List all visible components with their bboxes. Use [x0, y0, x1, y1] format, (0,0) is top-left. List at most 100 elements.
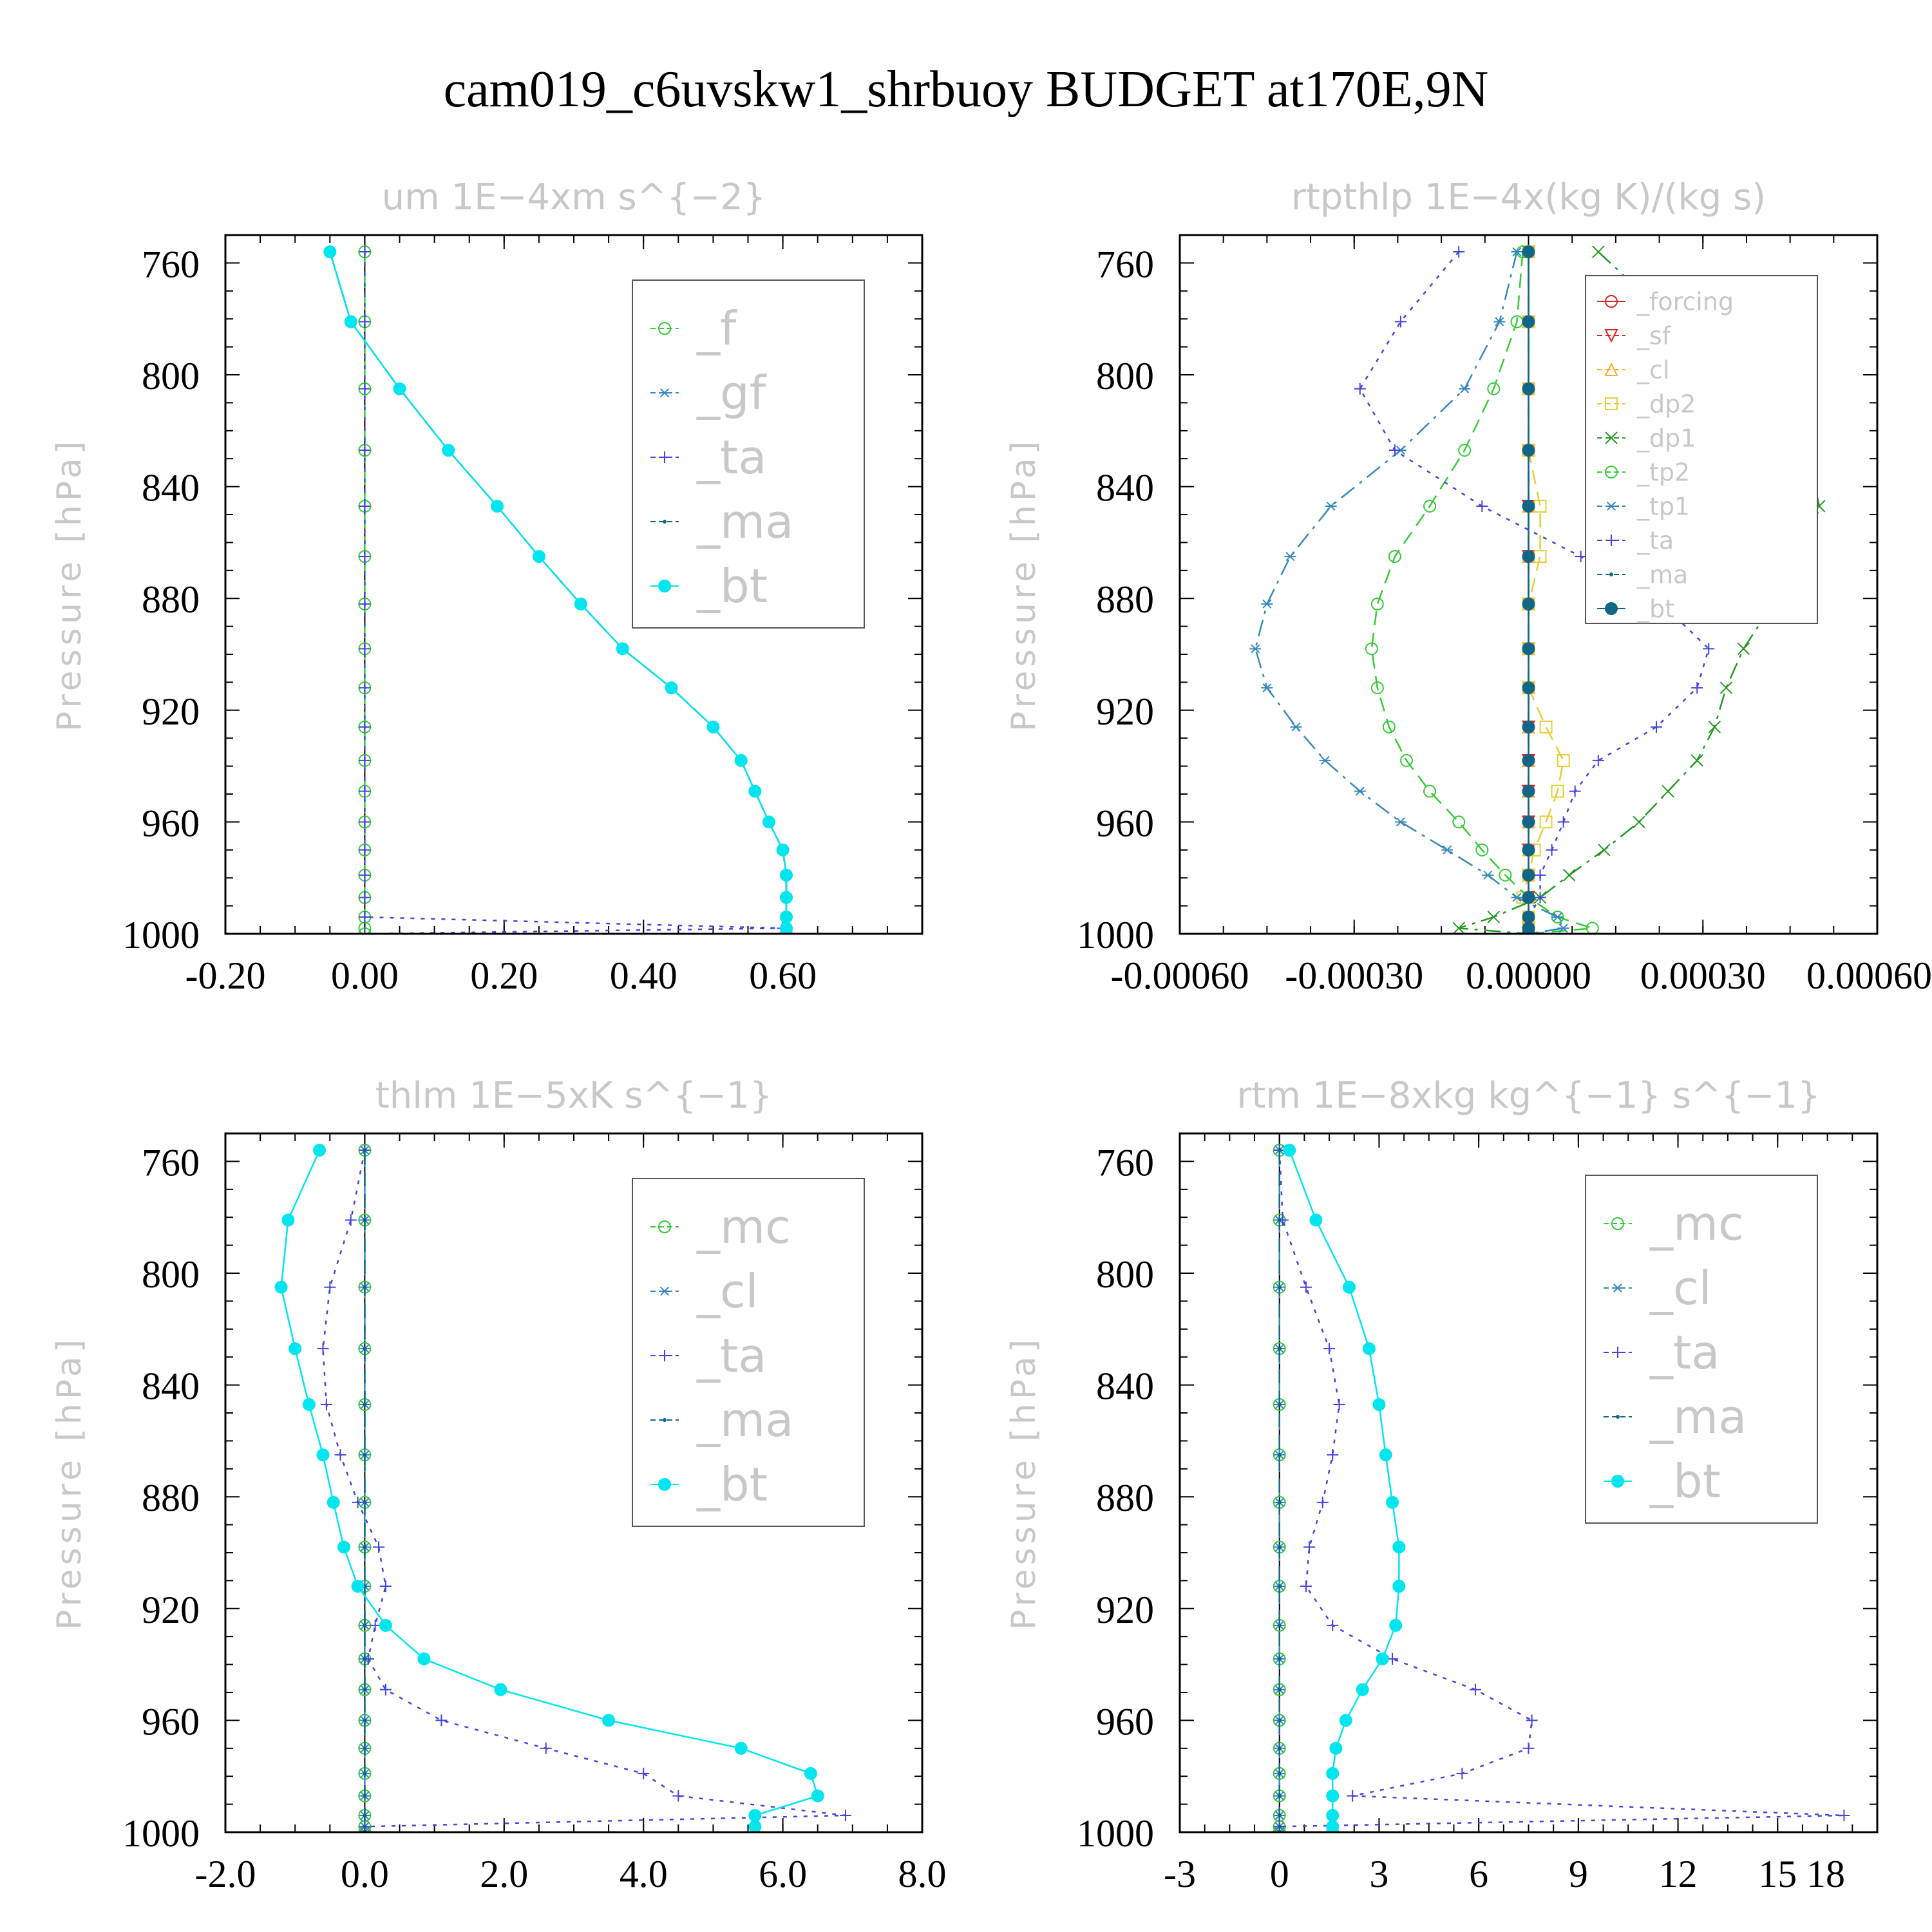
data-point — [1511, 893, 1523, 902]
legend-marker — [1616, 1415, 1620, 1419]
y-tick-label: 800 — [142, 355, 200, 397]
data-point — [1569, 785, 1581, 797]
legend: _mc _cl _ta _ma _bt — [632, 1178, 865, 1527]
data-point — [359, 891, 371, 904]
legend-entry: _mc — [696, 1200, 791, 1254]
data-point — [1356, 1683, 1369, 1696]
data-point — [1441, 845, 1454, 855]
x-tick-label: -0.20 — [185, 954, 266, 997]
legend-entry: _ta — [1636, 526, 1674, 554]
legend: _mc _cl _ta _ma _bt — [1585, 1175, 1818, 1524]
legend-marker — [659, 451, 670, 463]
y-tick-label: 840 — [1096, 467, 1154, 509]
data-point — [1592, 754, 1604, 766]
x-tick-label: 6.0 — [759, 1853, 807, 1895]
data-point — [379, 1683, 392, 1696]
data-point — [616, 642, 629, 656]
data-point — [1290, 722, 1302, 732]
chart-panel-1: um 1E−4xm s^{−2} Pressure [hPa] 760 800 840 8… — [50, 176, 923, 997]
chart-panel-3: thlm 1E−5xK s^{−1} Pressure [hPa] 760 800 84… — [50, 1075, 947, 1895]
y-tick-label: 960 — [1096, 1700, 1154, 1743]
legend-box — [1585, 275, 1818, 624]
y-tick-label: 1000 — [1077, 914, 1154, 956]
y-tick-label: 760 — [1096, 1141, 1154, 1184]
legend-entry: _ta — [696, 1329, 766, 1383]
data-point — [1522, 499, 1535, 513]
data-point — [363, 1500, 367, 1504]
x-tick-label: 2.0 — [480, 1853, 528, 1895]
y-tick-label: 840 — [1096, 1365, 1154, 1408]
data-point — [1370, 597, 1384, 611]
data-point — [1327, 1449, 1339, 1461]
data-point — [1539, 815, 1553, 829]
x-tick-label: 0.40 — [610, 954, 677, 997]
data-point — [359, 1827, 371, 1832]
data-point — [363, 1285, 367, 1289]
data-point — [359, 598, 371, 610]
y-tick-label: 840 — [142, 467, 200, 509]
data-point — [363, 1718, 367, 1723]
data-point — [281, 1213, 295, 1227]
data-point — [417, 1652, 431, 1665]
data-point — [1392, 1540, 1406, 1554]
data-point — [665, 681, 678, 695]
y-tick-label: 920 — [1096, 690, 1154, 733]
data-point — [1534, 869, 1546, 881]
data-point — [1522, 382, 1535, 395]
data-point — [1300, 1580, 1312, 1593]
y-tick-label: 960 — [1096, 802, 1154, 844]
data-point — [811, 1789, 824, 1803]
data-point — [1333, 1398, 1345, 1410]
data-point — [320, 1398, 332, 1410]
legend-marker — [1605, 466, 1618, 478]
data-point — [1522, 843, 1535, 857]
legend-entry: _sf — [1636, 321, 1672, 350]
data-point — [274, 1280, 288, 1294]
data-point — [317, 1343, 329, 1355]
data-point — [352, 1496, 364, 1508]
legend-entry: _tp2 — [1636, 458, 1690, 486]
data-point — [1522, 681, 1535, 695]
data-point — [1598, 844, 1611, 857]
data-point — [359, 928, 371, 934]
legend-entry: _bt — [696, 1457, 768, 1511]
data-point — [359, 869, 371, 881]
series-group — [323, 245, 793, 934]
legend-marker — [1605, 501, 1617, 511]
plot-frame — [224, 234, 923, 935]
legend-marker — [1604, 329, 1618, 343]
data-point — [1277, 1771, 1282, 1776]
data-point — [532, 550, 545, 564]
data-point — [1249, 644, 1262, 654]
data-point — [1469, 1683, 1481, 1696]
y-tick-label: 800 — [1096, 1253, 1154, 1296]
data-point — [1522, 444, 1535, 457]
data-point — [1343, 1280, 1356, 1294]
x-tick-label: 18 — [1806, 1853, 1845, 1895]
data-point — [369, 1619, 381, 1631]
legend: _f _gf _ta _ma _bt — [632, 279, 865, 629]
data-point — [359, 500, 371, 512]
data-point — [1522, 642, 1535, 656]
legend-entry: _forcing — [1636, 287, 1734, 316]
data-point — [1277, 1148, 1282, 1153]
legend-box — [632, 279, 865, 629]
data-point — [780, 891, 793, 904]
data-point — [1546, 844, 1558, 856]
data-point — [323, 245, 337, 259]
data-point — [1690, 754, 1703, 767]
legend-marker — [663, 1418, 667, 1422]
data-point — [379, 1618, 392, 1632]
data-point — [1319, 755, 1331, 765]
x-tick-label: 8.0 — [898, 1853, 947, 1895]
data-point — [748, 1808, 762, 1822]
x-tick-label: 0.60 — [749, 954, 817, 997]
data-point — [373, 1541, 385, 1553]
data-point — [1453, 246, 1465, 258]
legend-marker — [1604, 362, 1618, 376]
legend-marker — [663, 520, 667, 524]
data-point — [1325, 501, 1337, 511]
data-point — [1708, 721, 1721, 734]
plot-frame — [1179, 234, 1879, 935]
data-point — [1326, 1808, 1340, 1822]
